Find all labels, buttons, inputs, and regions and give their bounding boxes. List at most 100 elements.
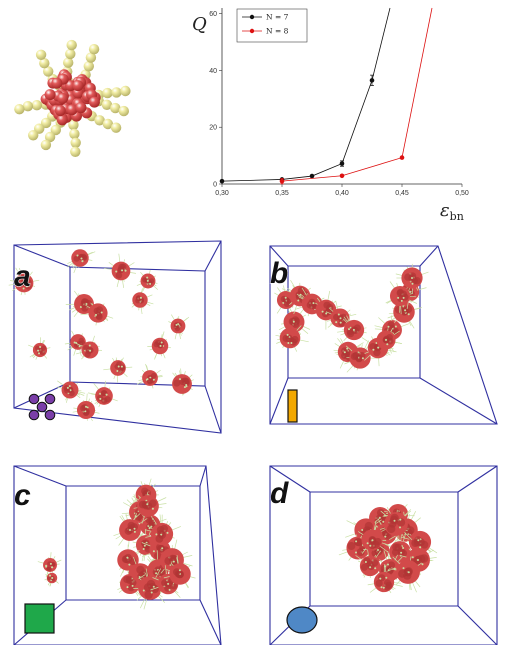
dot bbox=[36, 401, 48, 413]
arm-bead bbox=[50, 124, 61, 136]
corona-dot bbox=[159, 344, 162, 347]
data-point bbox=[369, 78, 375, 83]
arm-bead bbox=[65, 48, 76, 60]
micelle bbox=[136, 363, 163, 389]
core-bead bbox=[66, 104, 78, 116]
corona-dot bbox=[126, 586, 129, 589]
corona-dot bbox=[150, 591, 153, 594]
micelle-bead bbox=[308, 298, 316, 306]
corona-dot bbox=[115, 270, 118, 273]
corona-dot bbox=[66, 386, 69, 389]
corona-dot bbox=[22, 287, 25, 290]
micelle bbox=[113, 513, 148, 547]
corona-dot bbox=[139, 296, 142, 299]
corona-dot bbox=[379, 577, 382, 580]
micelle bbox=[37, 552, 62, 578]
micelle bbox=[132, 492, 167, 524]
panel-letter-a: a bbox=[14, 260, 31, 293]
arm-bead bbox=[14, 104, 25, 115]
arm-bead bbox=[120, 85, 131, 97]
micelle-bead bbox=[375, 579, 383, 587]
corona-dot bbox=[382, 586, 385, 589]
arm-bead bbox=[40, 139, 52, 151]
corona-dot bbox=[133, 527, 136, 530]
core-bead bbox=[54, 105, 66, 117]
corona-dot bbox=[126, 556, 129, 559]
corona-dot bbox=[131, 584, 134, 587]
x-tick-label: 0,35 bbox=[275, 190, 289, 197]
corona-dot bbox=[372, 348, 375, 351]
corona-dot bbox=[142, 589, 145, 592]
corona-dot bbox=[185, 384, 188, 386]
corona-dot bbox=[286, 333, 289, 336]
simulation-panel-b: b bbox=[269, 245, 498, 425]
corona-dot bbox=[183, 386, 186, 389]
micelle bbox=[44, 572, 59, 587]
panel-letter-b: b bbox=[270, 257, 288, 290]
corona-dot bbox=[421, 563, 424, 566]
micelle-bead bbox=[398, 569, 407, 578]
micelle-bead bbox=[356, 548, 365, 557]
four-dot-icon bbox=[28, 393, 56, 421]
dot bbox=[44, 393, 56, 405]
micelle-bead bbox=[117, 266, 125, 274]
micelle bbox=[103, 357, 133, 383]
x-tick-label: 0,50 bbox=[455, 190, 469, 197]
micelle-bead bbox=[385, 581, 393, 589]
micelle bbox=[278, 309, 311, 341]
corona-dot bbox=[284, 296, 287, 299]
micelle-bead bbox=[149, 278, 155, 284]
corona-dot bbox=[37, 349, 40, 352]
arm-bead bbox=[22, 101, 34, 112]
corona-dot bbox=[76, 254, 79, 257]
x-tick-label: 0,45 bbox=[395, 190, 409, 197]
micelle-bead bbox=[347, 542, 356, 550]
core-bead bbox=[44, 89, 56, 101]
corona-dot bbox=[411, 282, 414, 285]
data-point bbox=[279, 178, 285, 184]
x-tick-label: 0,40 bbox=[335, 190, 349, 197]
corona-dot bbox=[49, 562, 52, 565]
micelle-bead bbox=[394, 543, 403, 552]
corona-dot bbox=[142, 548, 145, 550]
micelle-bead bbox=[396, 518, 406, 527]
corona-dot bbox=[88, 344, 91, 347]
corona-dot bbox=[387, 325, 390, 328]
dot bbox=[28, 409, 40, 421]
micelle bbox=[8, 267, 40, 296]
corona-dot bbox=[168, 588, 171, 591]
arm-bead bbox=[43, 66, 54, 77]
micelle-bead bbox=[47, 561, 52, 567]
corona-dot bbox=[51, 577, 54, 579]
panel-letter-c: c bbox=[14, 479, 31, 512]
corona-dot bbox=[394, 325, 397, 328]
micelle-bead bbox=[47, 576, 51, 581]
box-outer-face bbox=[269, 465, 498, 645]
core-bead bbox=[57, 92, 69, 104]
micelle bbox=[66, 249, 96, 274]
micelle bbox=[344, 340, 380, 373]
corona-dot bbox=[382, 520, 385, 523]
micelle-bead bbox=[129, 579, 137, 587]
micelle-bead bbox=[358, 352, 366, 360]
corona-dot bbox=[402, 547, 405, 549]
box-edge bbox=[269, 245, 289, 267]
corona-dot bbox=[411, 556, 414, 559]
core-bead bbox=[88, 96, 100, 108]
box-edge bbox=[13, 381, 71, 409]
corona-dot bbox=[133, 530, 136, 533]
corona-dot bbox=[100, 311, 103, 314]
corona-dot bbox=[407, 313, 410, 316]
micelle-bead bbox=[121, 555, 130, 563]
corona-dot bbox=[355, 540, 358, 543]
micelle-bead bbox=[360, 563, 368, 571]
corona-dot bbox=[49, 574, 51, 577]
arm-bead bbox=[39, 58, 50, 69]
corona-dot bbox=[385, 576, 388, 579]
micelle bbox=[57, 380, 86, 403]
corona-dot bbox=[150, 525, 153, 528]
legend-label: N = 7 bbox=[266, 13, 289, 22]
core-bead bbox=[56, 114, 68, 126]
micelle bbox=[28, 337, 51, 360]
